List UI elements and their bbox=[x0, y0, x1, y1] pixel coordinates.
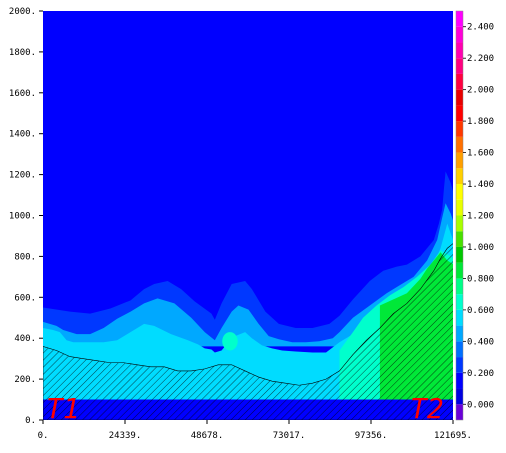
y-tick-label: 1400. bbox=[9, 130, 36, 140]
colorbar-segment bbox=[456, 309, 463, 326]
colorbar-segment bbox=[456, 184, 463, 200]
colorbar-tick-label: 0.600 bbox=[467, 306, 494, 316]
colorbar-segment bbox=[456, 168, 463, 185]
colorbar-segment bbox=[456, 136, 463, 153]
colorbar-segment bbox=[456, 231, 463, 247]
y-tick-label: 400. bbox=[14, 334, 36, 344]
colorbar-segment bbox=[456, 341, 463, 358]
x-axis: 0. 24339. 48678. 73017. 97356. 121695. bbox=[38, 420, 472, 441]
x-tick-label: 97356. bbox=[355, 431, 388, 441]
x-tick-label: 48678. bbox=[191, 431, 224, 441]
y-tick-label: 1200. bbox=[9, 171, 36, 181]
y-tick-label: 1600. bbox=[9, 89, 36, 99]
colorbar-tick-label: 2.000 bbox=[467, 86, 494, 96]
colorbar-segment bbox=[456, 73, 463, 90]
colorbar-segment bbox=[456, 89, 463, 106]
x-tick-label: 73017. bbox=[273, 431, 306, 441]
y-tick-label: 2000. bbox=[9, 7, 36, 17]
colorbar-segment bbox=[456, 388, 463, 405]
contour-band-0 bbox=[43, 171, 453, 345]
colorbar-segment bbox=[456, 42, 463, 59]
x-tick-label: 121695. bbox=[434, 431, 472, 441]
colorbar-tick-label: 0.000 bbox=[467, 400, 494, 410]
colorbar-segment bbox=[456, 58, 463, 74]
y-tick-label: 800. bbox=[14, 252, 36, 262]
colorbar-segment bbox=[456, 152, 463, 169]
colorbar-segment bbox=[456, 404, 463, 420]
annotation-t2: T2 bbox=[410, 392, 444, 425]
annotation-t1: T1 bbox=[46, 392, 80, 425]
y-tick-label: 1000. bbox=[9, 212, 36, 222]
y-tick-label: 0. bbox=[25, 416, 36, 426]
colorbar-tick-label: 1.800 bbox=[467, 117, 494, 127]
x-tick-label: 0. bbox=[38, 431, 49, 441]
colorbar: 0.000 0.200 0.400 0.600 0.800 1.000 1.200 1.400… bbox=[455, 10, 494, 421]
colorbar-tick-label: 0.200 bbox=[467, 369, 494, 379]
colorbar-segment bbox=[456, 325, 463, 342]
colorbar-segment bbox=[456, 215, 463, 232]
colorbar-segment bbox=[456, 11, 463, 27]
y-axis: 0. 200. 400. 600. 800. 1000. 1200. 1400. 1600. 18… bbox=[9, 7, 43, 426]
colorbar-tick-label: 1.600 bbox=[467, 149, 494, 159]
contour-band-1 bbox=[43, 203, 453, 347]
x-tick-label: 24339. bbox=[109, 431, 142, 441]
colorbar-segment bbox=[456, 121, 463, 137]
colorbar-segment bbox=[456, 357, 463, 373]
colorbar-segment bbox=[456, 105, 463, 122]
terrain-hatched bbox=[43, 243, 453, 420]
colorbar-tick-label: 2.200 bbox=[467, 54, 494, 64]
colorbar-tick-label: 0.800 bbox=[467, 274, 494, 284]
colorbar-tick-label: 2.400 bbox=[467, 23, 494, 33]
colorbar-segment bbox=[456, 199, 463, 216]
colorbar-segment bbox=[456, 246, 463, 263]
colorbar-segment bbox=[456, 26, 463, 43]
colorbar-segment bbox=[456, 262, 463, 279]
colorbar-segment bbox=[456, 372, 463, 389]
colorbar-segment bbox=[456, 294, 463, 310]
y-tick-label: 200. bbox=[14, 375, 36, 385]
colorbar-tick-label: 1.400 bbox=[467, 180, 494, 190]
contour-blob-0 bbox=[222, 332, 238, 351]
colorbar-tick-label: 1.000 bbox=[467, 243, 494, 253]
y-tick-label: 1800. bbox=[9, 48, 36, 58]
colorbar-tick-label: 1.200 bbox=[467, 212, 494, 222]
colorbar-segment bbox=[456, 278, 463, 295]
colorbar-tick-label: 0.400 bbox=[467, 337, 494, 347]
y-tick-label: 600. bbox=[14, 293, 36, 303]
